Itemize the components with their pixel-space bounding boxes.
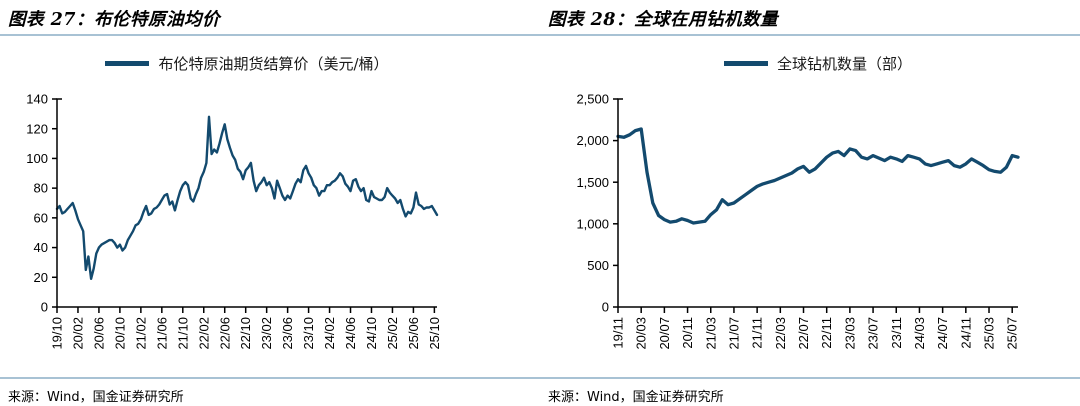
x-tick-label: 24/03 xyxy=(912,317,927,350)
y-tick-label: 100 xyxy=(26,151,48,166)
y-tick-label: 2,000 xyxy=(576,133,609,148)
figure-27-panel: 图表 27：布伦特原油均价 布伦特原油期货结算价（美元/桶） 0 20 40 60 80… xyxy=(0,0,540,406)
x-tick-label: 19/11 xyxy=(611,317,626,349)
axes xyxy=(52,98,437,313)
x-tick-label: 20/07 xyxy=(657,317,672,350)
figure-28-panel: 图表 28：全球在用钻机数量 全球钻机数量（部） 0 500 1,000 1,500 2… xyxy=(540,0,1080,406)
x-tick-label: 23/11 xyxy=(889,317,904,349)
y-tick-label: 60 xyxy=(34,210,48,225)
figure-27-title: 图表 27：布伦特原油均价 xyxy=(0,0,540,36)
y-tick-label: 80 xyxy=(34,181,48,196)
series-line xyxy=(616,127,1020,225)
y-tick-label: 1,000 xyxy=(576,216,609,231)
legend-line-swatch xyxy=(723,60,768,66)
x-tick-label: 23/03 xyxy=(842,317,857,350)
figure-27-source: 来源：Wind，国金证券研究所 xyxy=(0,377,540,406)
x-tick-label: 23/02 xyxy=(259,317,274,350)
y-tick-label: 2,500 xyxy=(576,92,609,107)
x-tick-label: 21/10 xyxy=(175,317,190,350)
x-tick-label: 25/06 xyxy=(406,317,421,350)
brent-price-chart: 0 20 40 60 80 100 120 140 19/10 20/02 20/06 20/10 21… xyxy=(26,92,442,350)
y-tick-label: 20 xyxy=(34,270,48,285)
x-tick-label: 22/10 xyxy=(238,317,253,350)
x-tick-label: 20/11 xyxy=(680,317,695,349)
x-tick-label: 20/02 xyxy=(71,317,86,350)
x-tick-label: 22/03 xyxy=(773,317,788,350)
series-line xyxy=(55,115,439,281)
x-tick-label: 25/07 xyxy=(1005,317,1020,350)
x-tick-label: 21/11 xyxy=(750,317,765,349)
rig-count-chart: 0 500 1,000 1,500 2,000 2,500 19/11 20/03 20/07 2… xyxy=(576,92,1020,350)
figure-28-source: 来源：Wind，国金证券研究所 xyxy=(540,377,1080,406)
x-tick-label: 25/10 xyxy=(427,317,442,350)
figure-27-legend: 布伦特原油期货结算价（美元/桶） xyxy=(57,53,437,73)
x-tick-label: 25/02 xyxy=(385,317,400,350)
y-tick-label: 140 xyxy=(26,92,48,107)
x-tick-label: 24/11 xyxy=(958,317,973,349)
x-tick-label: 20/06 xyxy=(91,317,106,350)
y-tick-label: 40 xyxy=(34,240,48,255)
x-tick-label: 24/07 xyxy=(935,317,950,350)
figure-28-legend: 全球钻机数量（部） xyxy=(618,53,1018,73)
axis-tick-labels: 0 500 1,000 1,500 2,000 2,500 19/11 20/03 20/07 2… xyxy=(576,92,1019,350)
legend-label: 布伦特原油期货结算价（美元/桶） xyxy=(158,54,389,73)
x-tick-label: 23/10 xyxy=(301,317,316,350)
x-tick-label: 23/07 xyxy=(866,317,881,350)
x-tick-label: 22/06 xyxy=(217,317,232,350)
y-tick-label: 0 xyxy=(41,300,48,315)
x-tick-label: 23/06 xyxy=(280,317,295,350)
x-tick-label: 24/06 xyxy=(343,317,358,350)
x-tick-label: 20/10 xyxy=(112,317,127,350)
x-tick-label: 21/02 xyxy=(133,317,148,350)
y-tick-label: 500 xyxy=(587,258,609,273)
y-tick-label: 120 xyxy=(26,121,48,136)
figure-28-title: 图表 28：全球在用钻机数量 xyxy=(540,0,1080,36)
x-tick-label: 22/02 xyxy=(196,317,211,350)
y-tick-label: 1,500 xyxy=(576,175,609,190)
x-tick-label: 24/10 xyxy=(364,317,379,350)
x-tick-label: 20/03 xyxy=(634,317,649,350)
x-tick-label: 19/10 xyxy=(50,317,65,350)
y-tick-label: 0 xyxy=(602,300,609,315)
axes xyxy=(613,98,1018,313)
legend-line-swatch xyxy=(105,60,150,66)
x-tick-label: 24/02 xyxy=(322,317,337,350)
x-tick-label: 25/03 xyxy=(982,317,997,350)
legend-label: 全球钻机数量（部） xyxy=(776,54,912,73)
x-tick-label: 22/07 xyxy=(796,317,811,350)
x-tick-label: 22/11 xyxy=(819,317,834,349)
x-tick-label: 21/07 xyxy=(726,317,741,350)
axis-tick-labels: 0 20 40 60 80 100 120 140 19/10 20/02 20/06 20/10 21… xyxy=(26,92,442,350)
x-tick-label: 21/06 xyxy=(154,317,169,350)
x-tick-label: 21/03 xyxy=(703,317,718,350)
